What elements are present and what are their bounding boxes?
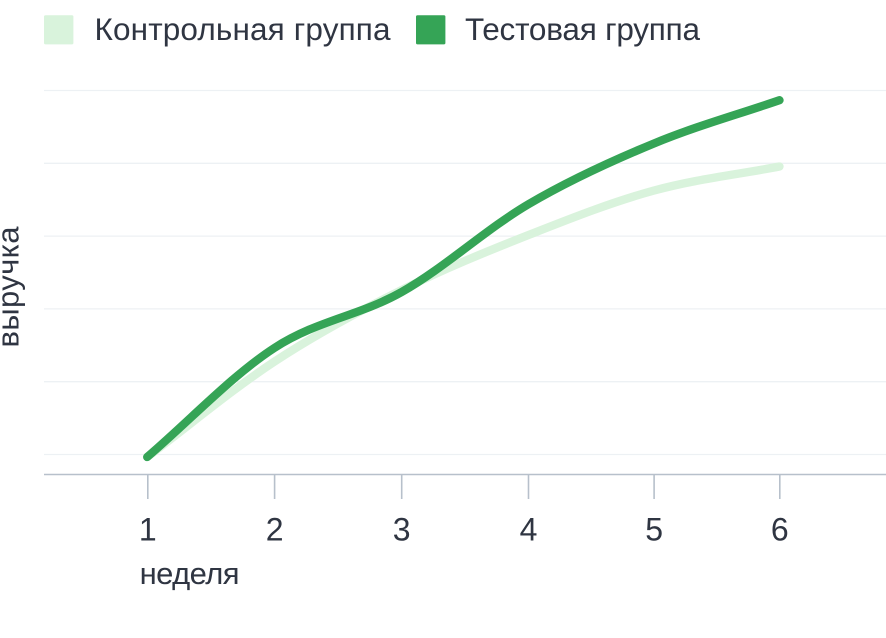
svg-text:6: 6 bbox=[771, 512, 789, 548]
svg-text:неделя: неделя bbox=[140, 556, 240, 591]
svg-text:2: 2 bbox=[266, 512, 284, 548]
svg-text:выручка: выручка bbox=[0, 226, 25, 348]
svg-text:Тестовая группа: Тестовая группа bbox=[465, 11, 700, 47]
svg-text:Контрольная группа: Контрольная группа bbox=[95, 11, 391, 47]
svg-text:3: 3 bbox=[393, 512, 411, 548]
svg-text:4: 4 bbox=[520, 512, 538, 548]
svg-text:1: 1 bbox=[139, 512, 157, 548]
svg-text:5: 5 bbox=[645, 512, 663, 548]
